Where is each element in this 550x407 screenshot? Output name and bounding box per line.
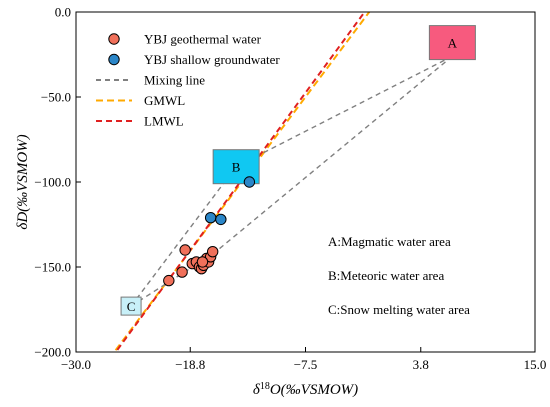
ticks-layer: −30.0 −18.8 −7.5 3.8 15.0 −200.0 −150.0 −100.0 −… [34,5,546,373]
y-tick-label: −200.0 [34,345,71,360]
x-tick-label: −30.0 [61,357,91,372]
x-axis-title-prefix: δ [253,382,261,398]
region-box-a [428,25,476,61]
y-tick-label: 0.0 [55,5,71,20]
geothermal-point [179,244,191,256]
annotation-text: B:Meteoric water area [328,268,444,283]
annotation-text: C:Snow melting water area [328,302,470,317]
mixing-line [213,55,453,254]
x-tick-label: 15.0 [524,357,547,372]
region-label-c: C [127,299,136,314]
legend-label: LMWL [144,114,184,129]
legend-marker [108,53,120,66]
region-label-a: A [448,36,458,51]
geothermal-point [176,266,188,278]
region-label-b: B [232,160,241,175]
legend-marker [108,33,120,45]
legend-label: YBJ geothermal water [144,32,262,47]
legend: YBJ geothermal water YBJ shallow groundwa… [96,32,280,129]
water-line-lmwl [114,12,366,352]
y-axis-title: δD(‰VSMOW) [15,134,31,229]
groundwater-point [215,213,227,226]
annotations: A:Magmatic water area B:Meteoric water ar… [328,234,470,317]
x-axis-title-sup: 18 [260,381,270,392]
y-tick-label: −100.0 [34,175,71,190]
annotation-text: A:Magmatic water area [328,234,451,249]
region-box-c [120,296,142,316]
y-tick-label: −150.0 [34,260,71,275]
mixing-line [130,166,237,307]
legend-label: YBJ shallow groundwater [144,52,280,67]
geothermal-point [206,246,219,258]
legend-label: Mixing line [144,73,205,88]
geothermal-point [196,256,209,268]
mixing-line [235,55,453,168]
x-tick-label: 3.8 [413,357,429,372]
x-axis-title-rest: O(‰VSMOW) [270,382,358,398]
groundwater-point [204,212,217,224]
legend-label: GMWL [144,93,185,108]
x-tick-label: −7.5 [294,357,318,372]
geothermal-point [163,274,175,287]
water-line-gmwl [113,12,371,352]
x-tick-label: −18.8 [175,357,205,372]
groundwater-point [243,176,256,188]
y-tick-label: −50.0 [41,90,71,105]
x-axis-title: δ18O(‰VSMOW) [253,381,358,399]
points-layer [163,176,256,287]
